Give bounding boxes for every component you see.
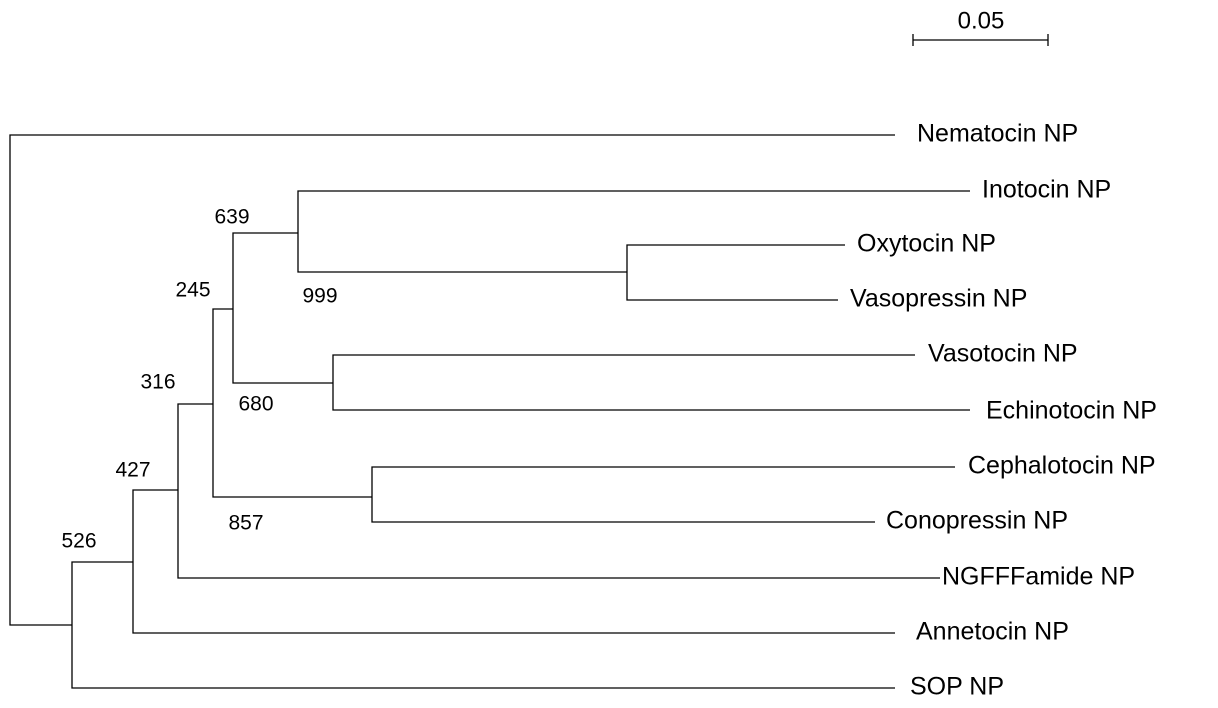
leaf-label: Conopressin NP [886,507,1068,535]
branch [332,354,970,411]
scale-bar: 0.05 [912,7,1049,46]
branch [371,466,955,523]
support-value: 427 [115,459,150,482]
leaf-labels: Nematocin NP Inotocin NP Oxytocin NP Vas… [850,120,1157,701]
branch [212,308,372,498]
branch [177,403,940,579]
leaf-label: NGFFFamide NP [942,563,1135,591]
leaf-label: Inotocin NP [982,176,1111,204]
branch [132,489,895,634]
branch [71,561,895,689]
support-value: 526 [61,530,96,553]
branch [9,134,895,626]
leaf-label: SOP NP [910,673,1004,701]
leaf-label: Cephalotocin NP [968,452,1156,480]
branch [232,232,333,384]
branches [9,134,970,689]
support-values: 639 999 245 680 316 857 427 526 [61,206,337,553]
branch [297,190,970,273]
support-value: 245 [175,279,210,302]
leaf-label: Annetocin NP [916,618,1069,646]
branch [626,244,845,301]
support-value: 680 [238,393,273,416]
support-value: 857 [228,512,263,535]
leaf-label: Nematocin NP [917,120,1078,148]
leaf-label: Echinotocin NP [986,397,1157,425]
leaf-label: Vasopressin NP [850,285,1027,313]
support-value: 999 [302,285,337,308]
support-value: 316 [140,371,175,394]
support-value: 639 [214,206,249,229]
scale-label: 0.05 [958,7,1005,34]
leaf-label: Oxytocin NP [857,230,996,258]
leaf-label: Vasotocin NP [928,340,1078,368]
